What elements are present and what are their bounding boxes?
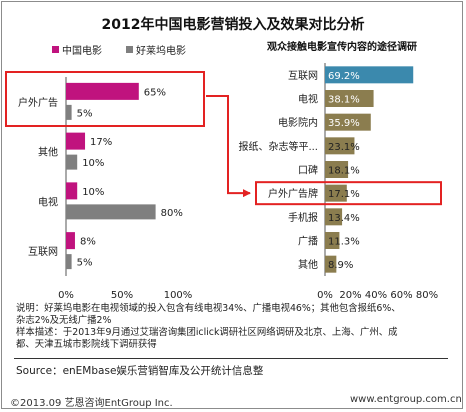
left-bar-value-label: 10% xyxy=(82,158,104,169)
left-bar-value-label: 5% xyxy=(77,258,93,269)
left-bar-china xyxy=(66,82,139,100)
website-text: www.entgroup.com.cn xyxy=(350,394,462,405)
right-category-label: 电视 xyxy=(298,93,318,106)
right-bar-value-label: 38.1% xyxy=(328,95,360,106)
right-x-tick-label: 0% xyxy=(317,290,333,301)
note-line-4: 都、天津五城市影院线下调研获得 xyxy=(16,339,157,350)
right-category-label: 广播 xyxy=(298,235,318,248)
right-category-label: 互联网 xyxy=(288,70,318,82)
left-x-tick-label: 100% xyxy=(164,290,193,301)
left-bar-value-label: 5% xyxy=(77,108,93,119)
right-x-tick-label: 80% xyxy=(416,290,438,301)
left-category-label: 互联网 xyxy=(28,246,58,258)
right-bar xyxy=(325,161,349,178)
right-bar-value-label: 35.9% xyxy=(328,118,360,129)
right-category-label: 手机报 xyxy=(288,211,318,224)
left-x-tick-label: 0% xyxy=(58,290,74,301)
right-x-tick-label: 60% xyxy=(390,290,412,301)
right-category-label: 报纸、杂志等平... xyxy=(238,140,318,153)
left-x-tick-label: 50% xyxy=(111,290,133,301)
right-bar-value-label: 11.3% xyxy=(328,237,360,248)
right-bar-value-label: 17.1% xyxy=(328,189,360,200)
right-bar-value-label: 23.1% xyxy=(328,142,360,153)
copyright-text: ©2013.09 艺恩咨询EntGroup Inc. xyxy=(10,398,173,409)
note-line-1: 说明：好莱坞电影在电视领域的投入包含有线电视34%、广播电视46%；其他包含报纸… xyxy=(16,303,401,314)
right-category-label: 口碑 xyxy=(298,164,318,177)
legend-label-0: 中国电影 xyxy=(62,44,102,57)
left-bar-value-label: 17% xyxy=(90,137,112,148)
left-highlight-box xyxy=(5,71,205,127)
right-category-label: 户外广告牌 xyxy=(268,187,318,200)
left-category-label: 电视 xyxy=(38,195,58,208)
left-bar-hollywood xyxy=(66,154,78,170)
page-title: 2012年中国电影营销投入及效果对比分析 xyxy=(101,17,365,33)
right-bar-value-label: 18.1% xyxy=(328,166,360,177)
left-bar-china xyxy=(66,182,78,200)
left-bar-hollywood xyxy=(66,204,156,220)
note-line-2: 杂志2%及无线广播2% xyxy=(16,315,112,326)
right-bar xyxy=(325,90,374,107)
left-bar-hollywood xyxy=(66,104,72,120)
legend-label-1: 好莱坞电影 xyxy=(136,44,186,57)
right-bar xyxy=(325,255,337,273)
left-bar-value-label: 80% xyxy=(161,208,183,219)
right-chart-title: 观众接触电影宣传内容的途径调研 xyxy=(267,40,417,53)
right-bar xyxy=(325,232,340,249)
left-bar-china xyxy=(66,132,86,150)
right-bar-value-label: 69.2% xyxy=(328,71,360,82)
right-bar xyxy=(325,137,355,155)
left-category-label: 户外广告 xyxy=(18,96,58,109)
right-category-label: 电影院内 xyxy=(278,116,318,129)
right-x-tick-label: 40% xyxy=(365,290,387,301)
source-text: Source：enEMbase娱乐营销智库及公开统计信息整 xyxy=(16,365,264,377)
right-highlight-box xyxy=(255,181,442,206)
right-bar xyxy=(325,66,414,84)
left-bar-value-label: 8% xyxy=(80,237,96,248)
right-bar xyxy=(325,208,343,226)
left-category-label: 其他 xyxy=(38,146,58,159)
left-bar-value-label: 65% xyxy=(144,87,166,98)
right-bar-value-label: 13.4% xyxy=(328,213,360,224)
source-divider xyxy=(14,358,448,359)
left-bar-hollywood xyxy=(66,254,72,270)
right-bar xyxy=(325,113,371,131)
right-x-tick-label: 20% xyxy=(339,290,361,301)
highlight-arrow xyxy=(206,95,251,198)
right-category-label: 其他 xyxy=(298,258,318,271)
legend-swatch-1 xyxy=(126,46,133,53)
right-bar xyxy=(325,184,347,202)
left-bar-value-label: 10% xyxy=(82,187,104,198)
left-bar-china xyxy=(66,232,75,250)
legend-swatch-0 xyxy=(52,46,59,53)
right-bar-value-label: 8.9% xyxy=(328,260,353,271)
note-line-3: 样本描述：于2013年9月通过艾瑞咨询集团iclick调研社区网络调研及北京、上… xyxy=(16,327,398,338)
